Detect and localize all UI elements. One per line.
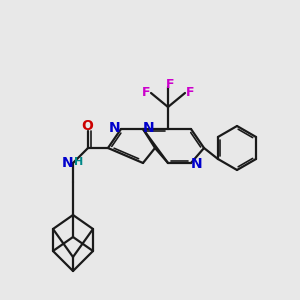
Text: F: F	[166, 77, 174, 91]
Text: N: N	[143, 121, 155, 135]
Text: N: N	[62, 156, 74, 170]
Text: O: O	[81, 119, 93, 133]
Text: F: F	[142, 86, 150, 100]
Text: N: N	[109, 121, 121, 135]
Text: N: N	[191, 157, 203, 171]
Text: F: F	[186, 86, 194, 100]
Text: H: H	[74, 157, 84, 167]
